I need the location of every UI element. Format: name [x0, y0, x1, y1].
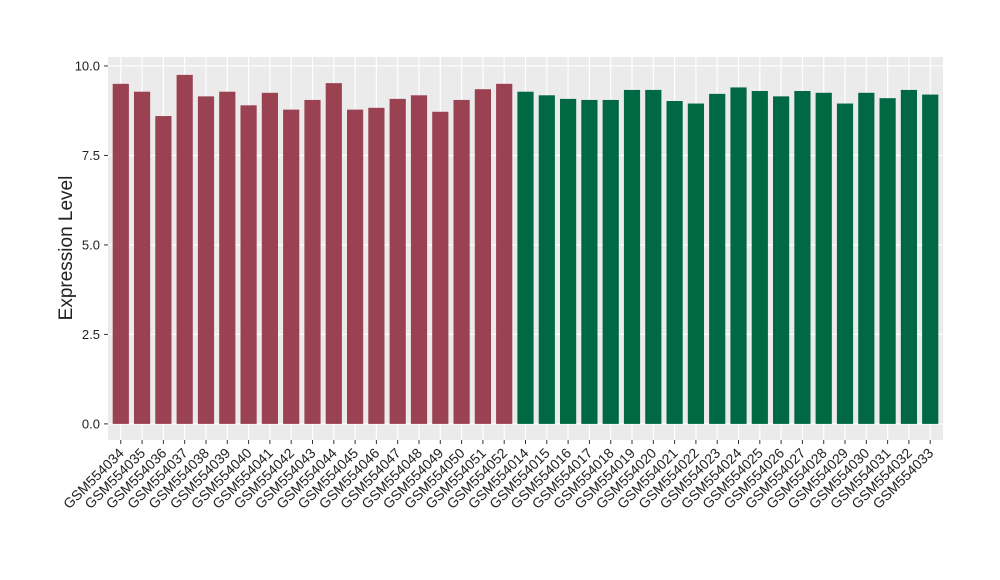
bar	[560, 98, 577, 424]
bar	[602, 99, 619, 424]
bar	[709, 93, 726, 424]
y-tick-label: 0.0	[82, 416, 100, 431]
bar	[794, 91, 811, 424]
bar	[410, 95, 428, 424]
bar	[922, 94, 939, 424]
bar	[155, 116, 172, 424]
bar	[432, 111, 449, 424]
bar	[538, 95, 555, 424]
bar	[346, 109, 364, 424]
bar	[858, 92, 875, 424]
bar	[687, 103, 705, 424]
y-tick-label: 7.5	[82, 148, 100, 163]
bar	[283, 109, 300, 424]
bar	[325, 83, 342, 424]
bar	[645, 89, 662, 424]
bar	[730, 87, 747, 424]
bar	[453, 99, 470, 424]
bar	[176, 74, 193, 424]
y-tick-label: 2.5	[82, 327, 100, 342]
bar	[240, 105, 257, 424]
bar	[261, 92, 278, 424]
bar	[900, 89, 918, 424]
bar	[219, 91, 236, 424]
bar	[751, 91, 768, 424]
y-tick-label: 10.0	[75, 58, 100, 73]
bar	[815, 92, 832, 424]
y-tick-label: 5.0	[82, 237, 100, 252]
bar	[879, 98, 896, 424]
bar	[773, 96, 790, 424]
bar	[474, 89, 491, 424]
bar	[389, 98, 406, 424]
bar	[581, 99, 598, 424]
bar	[133, 91, 151, 424]
bar	[836, 103, 854, 424]
bar	[623, 89, 641, 424]
bar	[666, 101, 683, 424]
y-axis-label: Expression Level	[56, 176, 77, 321]
bar	[496, 83, 513, 424]
bar	[368, 107, 385, 424]
bar	[304, 99, 321, 424]
bar	[197, 96, 215, 424]
bar	[112, 83, 129, 424]
bar	[517, 91, 534, 424]
